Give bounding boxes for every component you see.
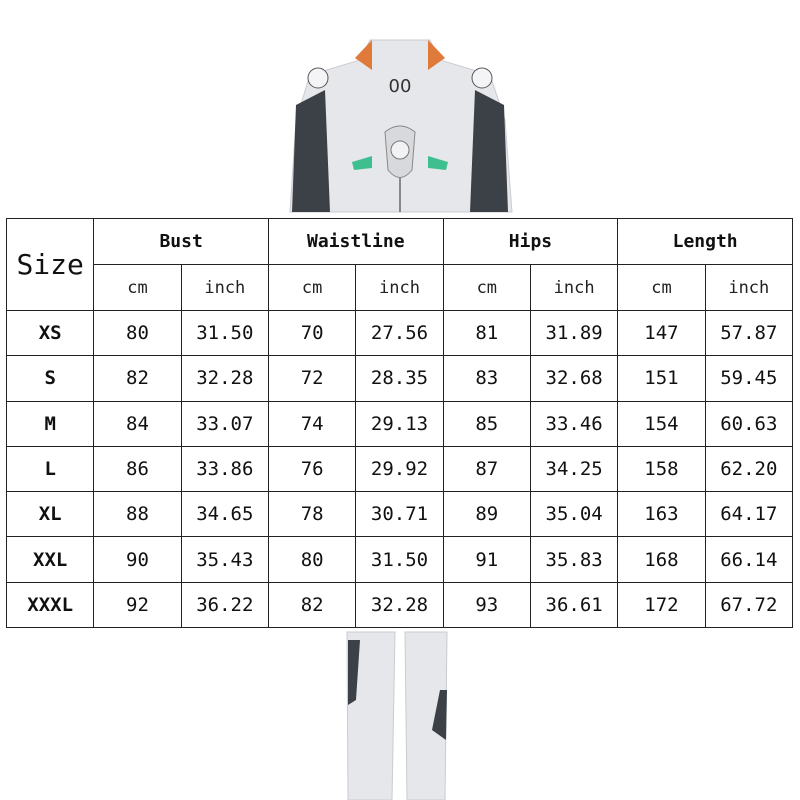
measurement-cell: 80	[267, 536, 357, 583]
measurement-cell: 93	[442, 581, 531, 629]
measurement-cell: 32.68	[529, 355, 619, 402]
measurement-cell: 86	[93, 445, 182, 493]
measurement-cell: 36.22	[180, 581, 269, 629]
header-row-units: cm inch cm inch cm inch cm inch	[7, 264, 794, 311]
measurement-cell: 33.07	[180, 400, 269, 447]
measurement-cell: 31.89	[529, 309, 619, 357]
length-header: Length	[617, 218, 793, 265]
unit-cm: cm	[93, 264, 182, 311]
unit-inch: inch	[355, 264, 444, 311]
measurement-cell: 27.56	[355, 309, 444, 357]
measurement-cell: 151	[617, 355, 706, 402]
measurement-cell: 90	[93, 536, 182, 583]
measurement-cell: 32.28	[355, 581, 444, 629]
measurement-cell: 72	[267, 355, 357, 402]
right-shoulder-disc	[471, 67, 493, 89]
measurement-cell: 33.86	[180, 445, 269, 493]
size-label: L	[5, 445, 95, 493]
suit-collar-accent-right	[428, 40, 445, 70]
size-label: XL	[5, 491, 95, 538]
measurement-cell: 33.46	[529, 400, 619, 447]
table-row: XL 88 34.65 78 30.71 89 35.04 163 64.17	[5, 491, 794, 538]
measurement-cell: 34.25	[529, 445, 619, 493]
measurement-cell: 28.35	[355, 355, 444, 402]
measurement-cell: 66.14	[704, 536, 794, 583]
measurement-cell: 84	[93, 400, 182, 447]
waistline-header: Waistline	[267, 218, 444, 265]
measurement-cell: 34.65	[180, 491, 269, 538]
measurement-cell: 64.17	[704, 491, 794, 538]
table-row: XS 80 31.50 70 27.56 81 31.89 147 57.87	[5, 309, 794, 357]
measurement-cell: 81	[442, 309, 531, 357]
table-row: XXXL 92 36.22 82 32.28 93 36.61 172 67.72	[5, 581, 794, 629]
measurement-cell: 83	[442, 355, 531, 402]
measurement-cell: 70	[267, 309, 357, 357]
header-row-groups: Size Bust Waistline Hips Length	[5, 218, 793, 311]
measurement-cell: 62.20	[704, 445, 794, 493]
measurement-cell: 35.83	[529, 536, 619, 583]
measurement-cell: 32.28	[180, 355, 269, 402]
measurement-cell: 158	[617, 445, 706, 493]
table-row: XXL 90 35.43 80 31.50 91 35.83 168 66.14	[5, 536, 794, 583]
measurement-cell: 154	[617, 400, 706, 447]
measurement-cell: 57.87	[704, 309, 794, 357]
unit-inch: inch	[180, 264, 269, 311]
measurement-cell: 168	[617, 536, 706, 583]
measurement-cell: 67.72	[704, 581, 794, 629]
unit-inch: inch	[704, 264, 794, 311]
measurement-cell: 31.50	[355, 536, 444, 583]
measurement-cell: 89	[442, 491, 531, 538]
size-header: Size	[5, 218, 95, 311]
measurement-cell: 163	[617, 491, 706, 538]
left-shoulder-disc	[307, 67, 329, 89]
hips-header: Hips	[442, 218, 619, 265]
right-leg	[404, 631, 448, 800]
measurement-cell: 29.13	[355, 400, 444, 447]
measurement-cell: 31.50	[180, 309, 269, 357]
left-green-light	[352, 156, 372, 170]
right-arm-panel	[470, 90, 508, 212]
unit-cm: cm	[617, 264, 706, 311]
measurement-cell: 59.45	[704, 355, 794, 402]
table-row: L 86 33.86 76 29.92 87 34.25 158 62.20	[5, 445, 794, 493]
measurement-cell: 82	[93, 355, 182, 402]
suit-logo: 00	[389, 76, 412, 97]
measurement-cell: 82	[267, 581, 357, 629]
measurement-cell: 29.92	[355, 445, 444, 493]
suit-collar-accent	[355, 40, 372, 70]
unit-inch: inch	[529, 264, 619, 311]
bust-header: Bust	[93, 218, 269, 265]
left-leg	[346, 631, 396, 800]
size-label: S	[5, 355, 95, 402]
right-green-light	[428, 156, 448, 170]
measurement-cell: 78	[267, 491, 357, 538]
size-label: XXXL	[5, 581, 95, 629]
size-chart-table: Size Bust Waistline Hips Length cm inch …	[5, 218, 794, 629]
measurement-cell: 85	[442, 400, 531, 447]
measurement-cell: 35.43	[180, 536, 269, 583]
size-label: M	[5, 400, 95, 447]
measurement-cell: 87	[442, 445, 531, 493]
size-label: XS	[5, 309, 95, 357]
measurement-cell: 76	[267, 445, 357, 493]
measurement-cell: 91	[442, 536, 531, 583]
measurement-cell: 30.71	[355, 491, 444, 538]
measurement-cell: 172	[617, 581, 706, 629]
measurement-cell: 60.63	[704, 400, 794, 447]
measurement-cell: 88	[93, 491, 182, 538]
table-row: M 84 33.07 74 29.13 85 33.46 154 60.63	[5, 400, 794, 447]
measurement-cell: 92	[93, 581, 182, 629]
measurement-cell: 36.61	[529, 581, 619, 629]
unit-cm: cm	[267, 264, 357, 311]
unit-cm: cm	[442, 264, 531, 311]
size-label: XXL	[5, 536, 95, 583]
measurement-cell: 147	[617, 309, 706, 357]
measurement-cell: 74	[267, 400, 357, 447]
measurement-cell: 35.04	[529, 491, 619, 538]
measurement-cell: 80	[93, 309, 182, 357]
left-arm-panel	[292, 90, 330, 212]
table-row: S 82 32.28 72 28.35 83 32.68 151 59.45	[5, 355, 794, 402]
